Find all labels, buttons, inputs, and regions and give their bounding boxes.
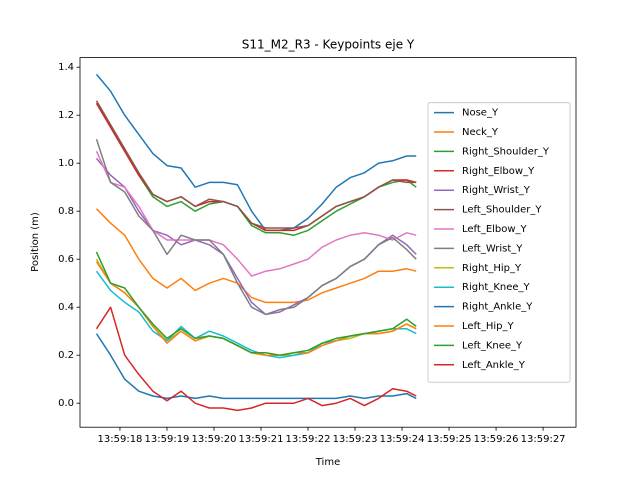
x-tick-label: 13:59:19 <box>145 434 190 445</box>
legend-label: Left_Hip_Y <box>462 321 514 332</box>
legend-label: Nose_Y <box>462 108 499 119</box>
y-tick-label: 1.0 <box>58 158 74 169</box>
x-tick-label: 13:59:22 <box>286 434 331 445</box>
series-line <box>95 138 417 316</box>
legend-box <box>427 102 571 383</box>
y-tick-label: 0.4 <box>58 302 74 313</box>
x-axis-label: Time <box>315 457 340 468</box>
x-tick-label: 13:59:26 <box>474 434 519 445</box>
series-line <box>95 208 417 304</box>
legend-label: Right_Ankle_Y <box>462 302 533 313</box>
y-tick-label: 1.4 <box>58 62 74 73</box>
y-tick-label: 1.2 <box>58 110 74 121</box>
y-tick-label: 0.2 <box>58 350 74 361</box>
legend-label: Left_Shoulder_Y <box>462 205 542 216</box>
legend-label: Left_Knee_Y <box>462 340 523 351</box>
series-line <box>95 333 417 400</box>
legend-label: Right_Knee_Y <box>462 282 531 293</box>
x-tick-label: 13:59:24 <box>380 434 425 445</box>
series-line <box>95 306 417 412</box>
legend-label: Left_Wrist_Y <box>462 243 523 254</box>
legend-label: Left_Ankle_Y <box>462 360 526 371</box>
x-tick-label: 13:59:20 <box>192 434 237 445</box>
legend-label: Right_Hip_Y <box>462 263 522 274</box>
y-tick-label: 0.0 <box>58 398 74 409</box>
x-tick-label: 13:59:18 <box>98 434 143 445</box>
x-tick-label: 13:59:23 <box>333 434 378 445</box>
plot-frame <box>79 57 577 428</box>
x-tick-label: 13:59:27 <box>521 434 566 445</box>
y-axis-label: Position (m) <box>30 212 41 272</box>
legend-label: Neck_Y <box>462 127 499 138</box>
legend-label: Right_Shoulder_Y <box>462 146 550 157</box>
x-tick-label: 13:59:21 <box>239 434 284 445</box>
y-tick-label: 0.8 <box>58 206 74 217</box>
legend-label: Right_Wrist_Y <box>462 185 531 196</box>
series-line <box>95 100 417 229</box>
y-tick-label: 0.6 <box>58 254 74 265</box>
series-line <box>95 150 417 277</box>
legend-label: Right_Elbow_Y <box>462 166 535 177</box>
chart-title: S11_M2_R3 - Keypoints eje Y <box>242 38 415 52</box>
legend-label: Left_Elbow_Y <box>462 224 528 235</box>
series-line <box>95 73 417 232</box>
x-tick-label: 13:59:25 <box>427 434 472 445</box>
series-line <box>95 251 417 356</box>
